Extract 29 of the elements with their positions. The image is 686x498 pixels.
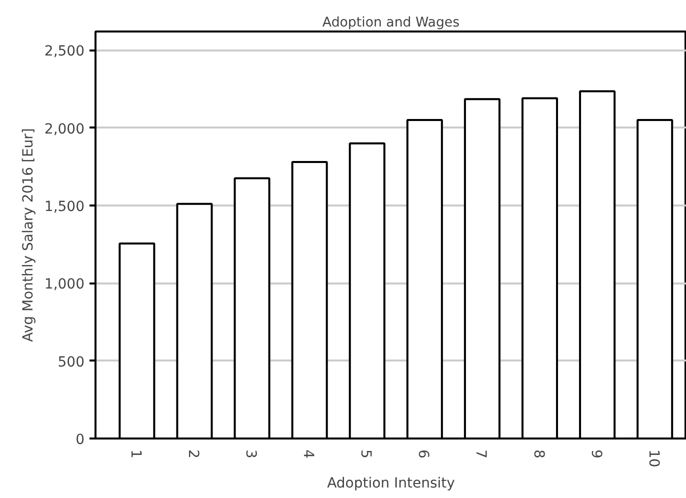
bar [348,142,386,438]
bar [234,177,270,438]
y-tick-label: 0 [76,432,85,448]
y-tick-label: 1,000 [44,276,85,293]
x-tick-label: 6 [415,450,432,458]
y-tick-label: 1,500 [44,198,85,215]
bar [579,90,616,438]
bar [464,98,500,438]
x-tick-label: 2 [184,450,201,458]
bar [521,97,558,438]
y-tick-label: 2,500 [44,44,85,60]
bar [118,242,156,438]
x-tick-label: 1 [127,450,144,458]
x-tick-label: 4 [300,450,316,458]
chart-title: Adoption and Wages [322,16,460,30]
y-tick-label: 2,000 [44,121,85,138]
bar [406,119,443,438]
x-tick-label: 10 [645,450,662,468]
bar [291,160,328,438]
bar [176,202,213,438]
x-tick-label: 7 [472,450,489,458]
bar [636,119,674,438]
x-tick-label: 3 [242,450,259,458]
x-tick-label: 8 [530,450,546,458]
x-tick-label: 5 [358,450,374,458]
y-tick-label: 500 [58,354,85,370]
x-axis-title: Adoption Intensity [327,475,455,492]
y-axis-title: Avg Monthly Salary 2016 [Eur] [20,128,36,342]
x-tick-label: 9 [588,450,604,458]
